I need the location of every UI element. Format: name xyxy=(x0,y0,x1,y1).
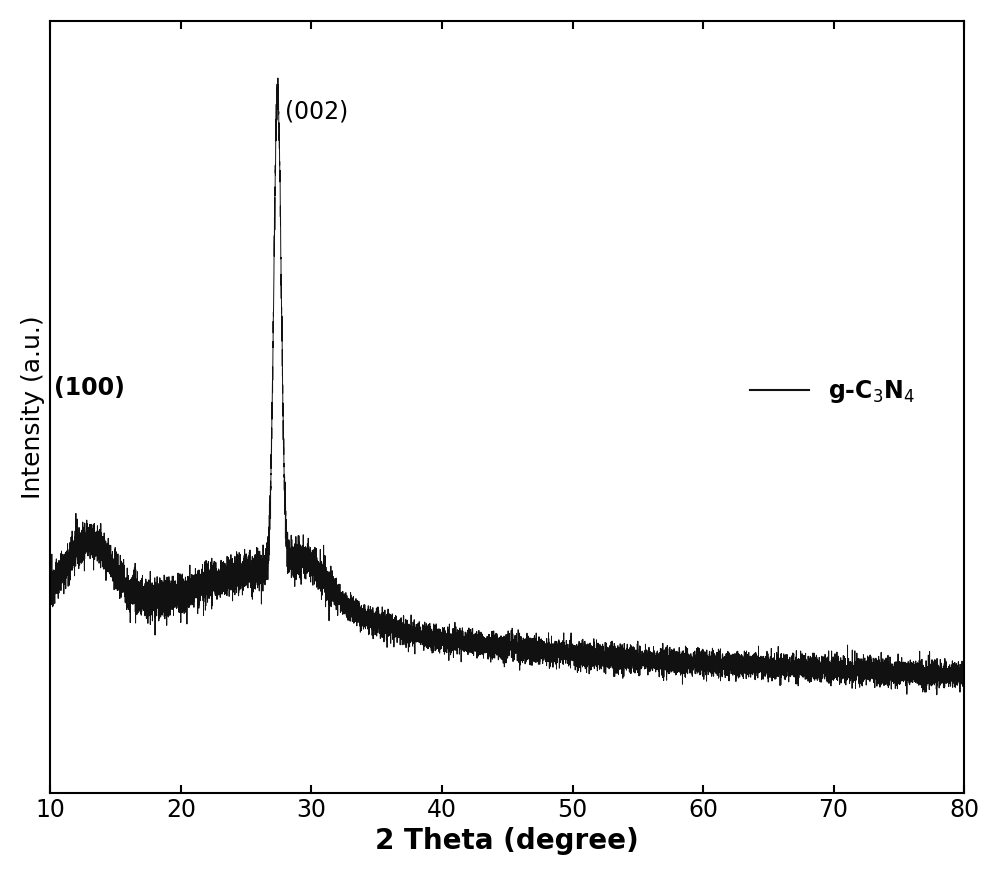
Y-axis label: Intensity (a.u.): Intensity (a.u.) xyxy=(21,315,45,498)
Text: (100): (100) xyxy=(54,376,125,399)
Text: (002): (002) xyxy=(285,100,349,124)
Legend: g-C$_3$N$_4$: g-C$_3$N$_4$ xyxy=(741,369,925,414)
X-axis label: 2 Theta (degree): 2 Theta (degree) xyxy=(375,827,639,855)
